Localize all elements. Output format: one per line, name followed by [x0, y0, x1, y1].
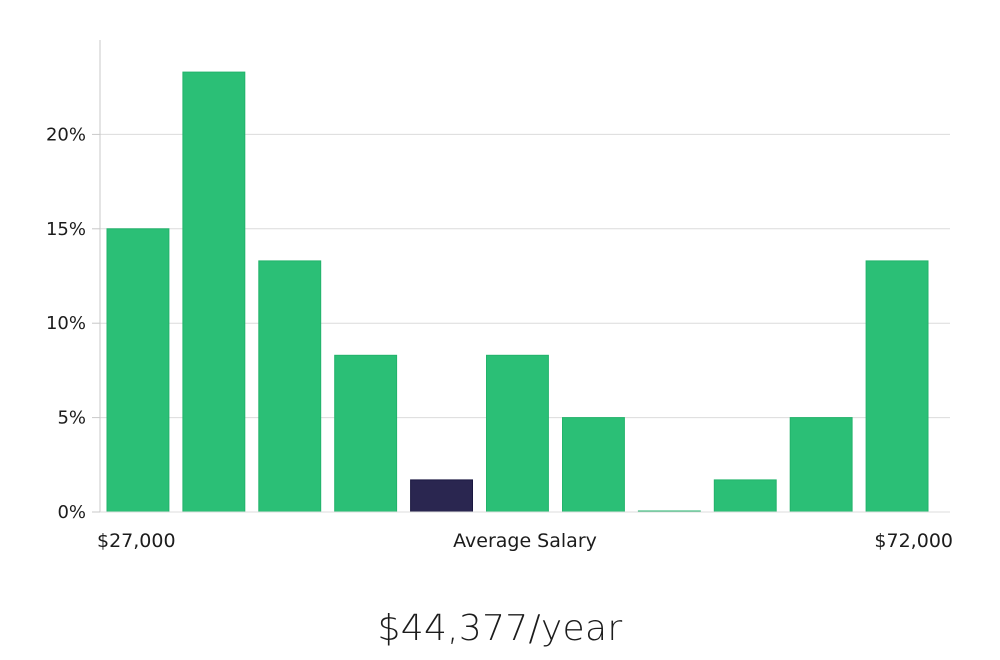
y-tick-label: 20% — [46, 124, 86, 145]
x-center-label: Average Salary — [453, 530, 597, 552]
bars — [106, 71, 929, 513]
y-tick-label: 0% — [57, 502, 86, 523]
x-min-label: $27,000 — [97, 530, 176, 552]
y-tick-labels: 0% 5% 10% 15% 20% — [46, 124, 86, 523]
bar-highlighted — [410, 479, 474, 513]
bar — [182, 71, 246, 513]
average-salary-value: $44,377/year — [377, 608, 623, 649]
salary-histogram: 0% 5% 10% 15% 20% $27,000 Average Salary $72… — [46, 40, 953, 552]
bar — [789, 417, 853, 513]
x-max-label: $72,000 — [874, 530, 953, 552]
bar — [258, 260, 322, 513]
bar — [334, 354, 398, 513]
bar — [713, 479, 777, 513]
y-tick-label: 5% — [57, 408, 86, 429]
bar — [106, 228, 170, 513]
y-tick-label: 10% — [46, 313, 86, 334]
bar — [486, 354, 549, 513]
y-tick-label: 15% — [46, 219, 86, 240]
bar — [865, 260, 929, 513]
axes — [92, 40, 950, 513]
bar — [562, 417, 625, 513]
